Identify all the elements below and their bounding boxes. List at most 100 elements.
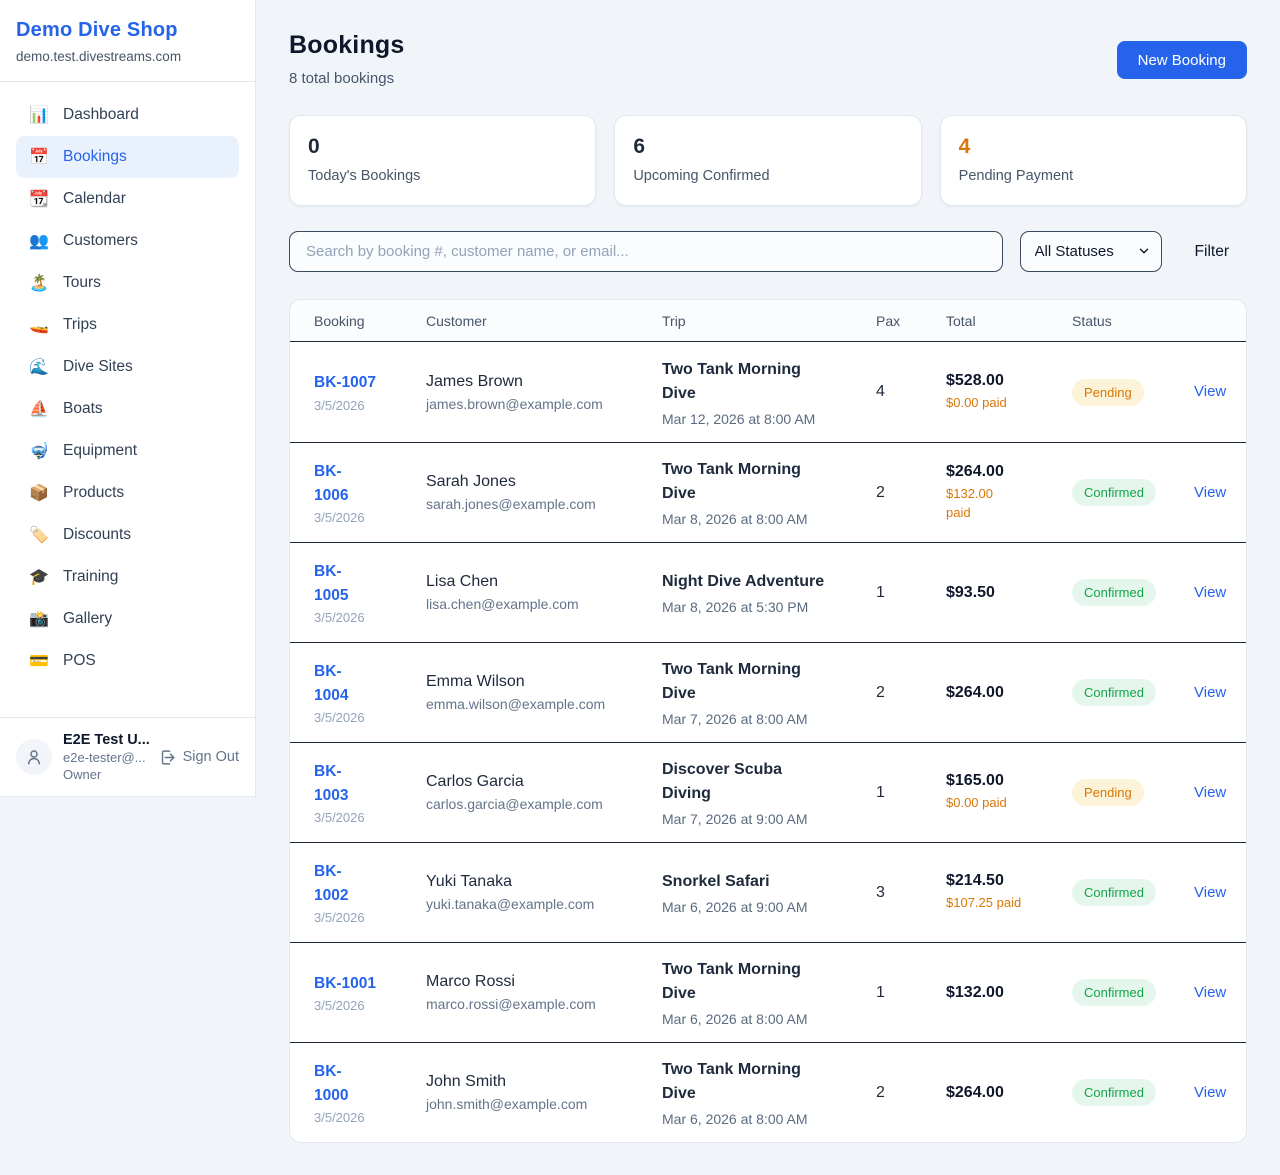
stat-card-todays-bookings: 0 Today's Bookings: [289, 115, 597, 206]
sidebar-item-dive-sites[interactable]: 🌊 Dive Sites: [16, 346, 239, 388]
customer-cell: Yuki Tanaka yuki.tanaka@example.com: [426, 873, 662, 912]
view-link[interactable]: View: [1194, 883, 1227, 901]
trip-name: Snorkel Safari: [662, 873, 770, 890]
filter-button[interactable]: Filter: [1194, 242, 1229, 260]
table-row: BK- 1004 3/5/2026 Emma Wilson emma.wilso…: [290, 642, 1246, 742]
trip-cell: Snorkel Safari Mar 6, 2026 at 9:00 AM: [662, 870, 876, 915]
booking-date: 3/5/2026: [314, 397, 365, 413]
nav-icon: 🏝️: [29, 275, 49, 292]
status-cell: Confirmed: [1072, 579, 1194, 606]
view-cell: View: [1194, 784, 1226, 802]
total-cell: $132.00: [946, 984, 1072, 1002]
booking-number-link[interactable]: BK- 1006: [314, 462, 349, 504]
sidebar-item-calendar[interactable]: 📆 Calendar: [16, 178, 239, 220]
paid-amount: $132.00 paid: [946, 486, 993, 520]
trip-datetime: Mar 12, 2026 at 8:00 AM: [662, 410, 816, 427]
stat-card-upcoming-confirmed: 6 Upcoming Confirmed: [614, 115, 922, 206]
column-header-trip: Trip: [662, 312, 686, 329]
sidebar-item-boats[interactable]: ⛵ Boats: [16, 388, 239, 430]
view-link[interactable]: View: [1194, 783, 1227, 801]
stat-label: Today's Bookings: [308, 168, 421, 184]
booking-number-link[interactable]: BK-1007: [314, 374, 377, 392]
status-badge: Confirmed: [1072, 1079, 1156, 1106]
sidebar-item-label: Dashboard: [63, 106, 139, 123]
shop-domain: demo.test.divestreams.com: [16, 49, 182, 64]
table-row: BK- 1003 3/5/2026 Carlos Garcia carlos.g…: [290, 742, 1246, 842]
column-header-status: Status: [1072, 312, 1112, 329]
booking-date: 3/5/2026: [314, 510, 365, 526]
view-link[interactable]: View: [1194, 683, 1227, 701]
sidebar-item-label: POS: [63, 652, 96, 669]
status-cell: Pending: [1072, 779, 1194, 806]
booking-number-link[interactable]: BK- 1004: [314, 662, 349, 704]
pax-cell: 2: [876, 1083, 885, 1101]
view-link[interactable]: View: [1194, 583, 1227, 601]
sidebar-item-bookings[interactable]: 📅 Bookings: [16, 136, 239, 178]
view-link[interactable]: View: [1194, 483, 1227, 501]
total-cell: $528.00 $0.00 paid: [946, 372, 1072, 412]
table-row: BK- 1000 3/5/2026 John Smith john.smith@…: [290, 1042, 1246, 1142]
booking-cell: BK-1001 3/5/2026: [314, 972, 426, 1013]
total-cell: $264.00: [946, 1084, 1072, 1102]
booking-number-link[interactable]: BK- 1005: [314, 562, 349, 604]
total-amount: $264.00: [946, 1083, 1004, 1101]
nav-icon: 📆: [29, 191, 49, 208]
customer-email: john.smith@example.com: [426, 1096, 588, 1112]
paid-amount: $107.25 paid: [946, 895, 1022, 911]
user-name: E2E Test U...: [63, 732, 150, 748]
nav-icon: 📊: [29, 107, 49, 124]
booking-cell: BK- 1003 3/5/2026: [314, 760, 426, 825]
trip-name: Night Dive Adventure: [662, 573, 825, 590]
shop-name[interactable]: Demo Dive Shop: [16, 19, 178, 41]
view-link[interactable]: View: [1194, 983, 1227, 1001]
customer-cell: Marco Rossi marco.rossi@example.com: [426, 973, 662, 1012]
sidebar-item-training[interactable]: 🎓 Training: [16, 556, 239, 598]
nav-icon: 📅: [29, 149, 49, 166]
avatar: [16, 739, 52, 775]
search-input[interactable]: [289, 231, 1003, 272]
main-content: Bookings 8 total bookings New Booking 0 …: [256, 0, 1280, 1175]
trip-cell: Two Tank Morning Dive Mar 8, 2026 at 8:0…: [662, 458, 876, 527]
sidebar-item-tours[interactable]: 🏝️ Tours: [16, 262, 239, 304]
stat-label: Pending Payment: [958, 168, 1074, 184]
total-amount: $528.00: [946, 371, 1004, 389]
nav-icon: 👥: [29, 233, 49, 250]
stats-cards: 0 Today's Bookings 6 Upcoming Confirmed …: [289, 115, 1247, 206]
sidebar-item-trips[interactable]: 🚤 Trips: [16, 304, 239, 346]
booking-number-link[interactable]: BK-1001: [314, 974, 377, 992]
view-link[interactable]: View: [1194, 383, 1227, 400]
pax-cell: 4: [876, 383, 885, 400]
total-amount: $214.50: [946, 872, 1004, 890]
view-link[interactable]: View: [1194, 1083, 1227, 1101]
booking-number-link[interactable]: BK- 1003: [314, 762, 349, 804]
customer-email: sarah.jones@example.com: [426, 496, 596, 512]
customer-name: Yuki Tanaka: [426, 873, 512, 890]
pax-cell: 1: [876, 783, 885, 801]
customer-cell: Sarah Jones sarah.jones@example.com: [426, 473, 662, 512]
total-cell: $264.00 $132.00 paid: [946, 463, 1072, 521]
trip-name: Two Tank Morning Dive: [662, 661, 801, 702]
sidebar-nav: 📊 Dashboard 📅 Bookings 📆 Calendar 👥 Cust…: [0, 82, 255, 682]
status-filter-wrap: All Statuses: [1019, 231, 1162, 272]
booking-number-link[interactable]: BK- 1000: [314, 1062, 349, 1104]
sidebar-item-equipment[interactable]: 🤿 Equipment: [16, 430, 239, 472]
sidebar-item-label: Gallery: [63, 610, 113, 627]
new-booking-button[interactable]: New Booking: [1116, 41, 1247, 79]
view-cell: View: [1194, 484, 1226, 502]
sidebar-item-discounts[interactable]: 🏷️ Discounts: [16, 514, 239, 556]
status-cell: Confirmed: [1072, 679, 1194, 706]
sidebar-item-products[interactable]: 📦 Products: [16, 472, 239, 514]
customer-email: carlos.garcia@example.com: [426, 796, 603, 812]
sidebar-item-dashboard[interactable]: 📊 Dashboard: [16, 94, 239, 136]
stat-card-pending-payment: 4 Pending Payment: [939, 115, 1247, 206]
customer-email: lisa.chen@example.com: [426, 596, 579, 612]
booking-number-link[interactable]: BK- 1002: [314, 862, 349, 904]
trip-name: Discover Scuba Diving: [662, 761, 783, 802]
sign-out-button[interactable]: Sign Out: [159, 749, 239, 766]
user-email: e2e-tester@...: [63, 750, 146, 765]
sidebar-item-pos[interactable]: 💳 POS: [16, 640, 239, 682]
sidebar-item-gallery[interactable]: 📸 Gallery: [16, 598, 239, 640]
sidebar-item-customers[interactable]: 👥 Customers: [16, 220, 239, 262]
nav-icon: 🌊: [29, 359, 49, 376]
status-filter-select[interactable]: All Statuses: [1019, 231, 1162, 272]
